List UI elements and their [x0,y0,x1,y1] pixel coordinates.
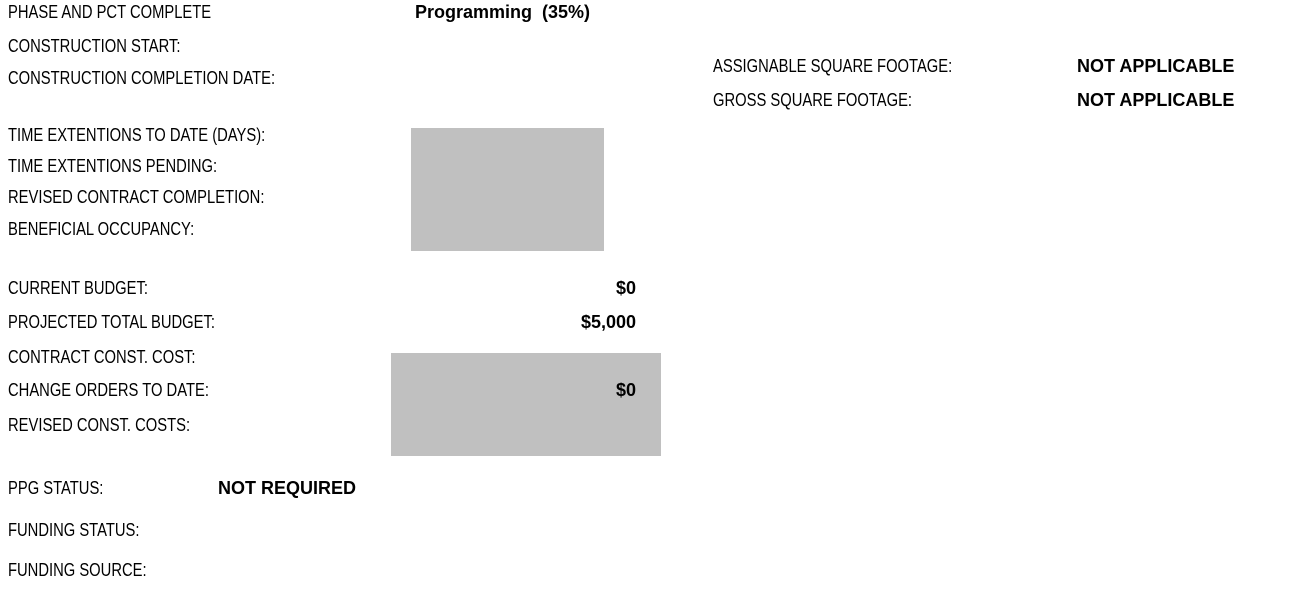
label: ASSIGNABLE SQUARE FOOTAGE: [713,56,953,76]
label: FUNDING STATUS: [8,520,140,540]
label: REVISED CONST. COSTS: [8,415,191,435]
value: NOT APPLICABLE [1077,56,1235,76]
label: FUNDING SOURCE: [8,560,147,580]
label: PPG STATUS: [8,478,104,498]
label: PHASE AND PCT COMPLETE [8,2,212,22]
label: CONSTRUCTION START: [8,36,181,56]
label: CHANGE ORDERS TO DATE: [8,380,209,400]
label: TIME EXTENTIONS TO DATE (DAYS): [8,125,266,145]
value: NOT APPLICABLE [1077,90,1235,110]
label: PROJECTED TOTAL BUDGET: [8,312,215,332]
shaded-box [411,128,604,251]
value: NOT REQUIRED [218,478,357,498]
shaded-box [391,353,661,456]
label: TIME EXTENTIONS PENDING: [8,156,218,176]
label: CONTRACT CONST. COST: [8,347,196,367]
label: GROSS SQUARE FOOTAGE: [713,90,913,110]
value: $0 [615,380,636,400]
label: CONSTRUCTION COMPLETION DATE: [8,68,276,88]
value: Programming (35%) [415,2,591,22]
value: $5,000 [580,312,636,332]
value: $0 [615,278,636,298]
label: REVISED CONTRACT COMPLETION: [8,187,265,207]
label: CURRENT BUDGET: [8,278,148,298]
label: BENEFICIAL OCCUPANCY: [8,219,195,239]
